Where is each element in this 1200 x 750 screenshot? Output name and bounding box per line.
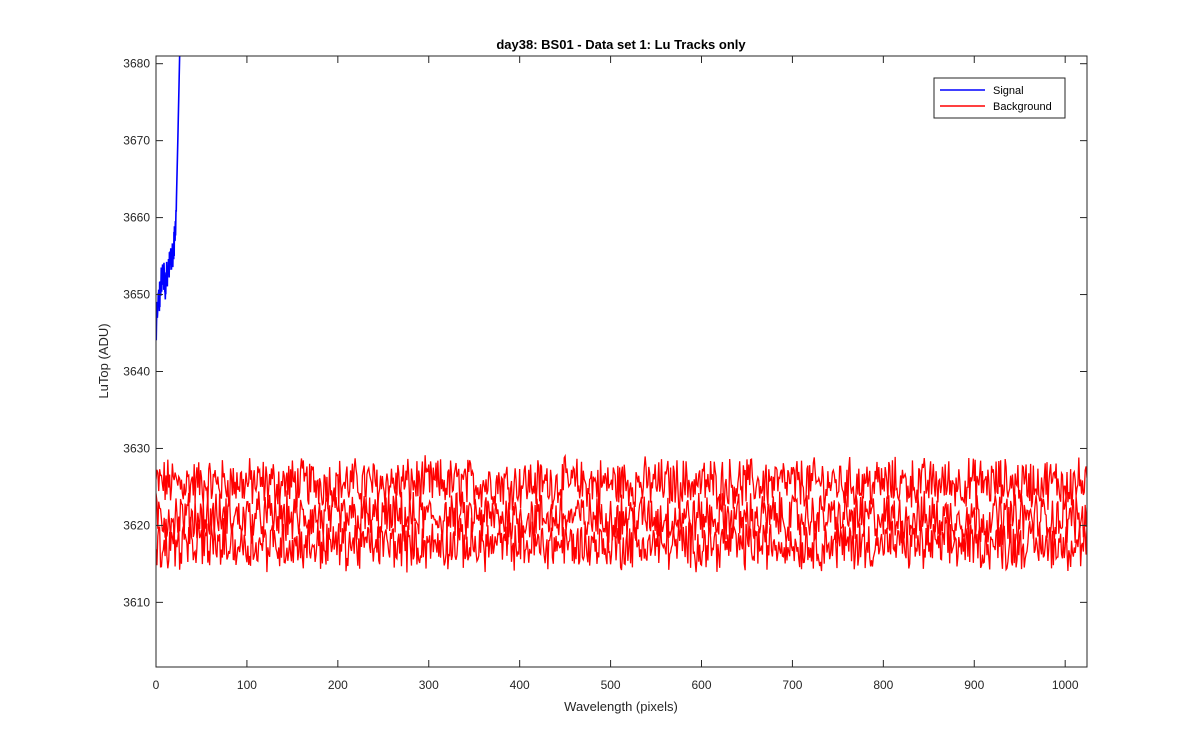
legend: Signal Background — [933, 77, 1066, 119]
legend-background-label: Background — [993, 101, 1052, 113]
x-tick-label: 500 — [601, 678, 621, 692]
background-series-line-2 — [156, 490, 1087, 546]
x-tick-label: 400 — [510, 678, 530, 692]
x-tick-label: 200 — [328, 678, 348, 692]
x-tick-label: 1000 — [1052, 678, 1079, 692]
y-tick-label: 3640 — [123, 365, 150, 379]
legend-signal-label: Signal — [993, 85, 1024, 97]
axis-ticks: 0 100 200 300 400 500 600 700 800 900 1000 3610 3620… — [123, 56, 1087, 692]
signal-series-line — [156, 56, 181, 341]
y-tick-label: 3680 — [123, 57, 150, 71]
x-tick-label: 900 — [964, 678, 984, 692]
y-tick-label: 3670 — [123, 134, 150, 148]
plot-area-frame — [155, 55, 1088, 668]
background-series-line-3 — [156, 516, 1087, 573]
y-axis-label: LuTop (ADU) — [96, 323, 111, 398]
y-tick-label: 3610 — [123, 595, 150, 609]
x-tick-label: 800 — [873, 678, 893, 692]
y-tick-label: 3650 — [123, 288, 150, 302]
legend-box — [933, 77, 1066, 119]
y-tick-label: 3660 — [123, 211, 150, 225]
x-tick-label: 0 — [153, 678, 160, 692]
y-tick-label: 3630 — [123, 441, 150, 455]
background-series-line-1 — [156, 453, 1087, 512]
x-tick-label: 600 — [691, 678, 711, 692]
x-tick-label: 700 — [782, 678, 802, 692]
x-tick-label: 100 — [237, 678, 257, 692]
x-tick-label: 300 — [419, 678, 439, 692]
plot-data — [156, 56, 1087, 573]
chart-title: day38: BS01 - Data set 1: Lu Tracks only — [496, 37, 746, 52]
y-tick-label: 3620 — [123, 518, 150, 532]
x-axis-label: Wavelength (pixels) — [564, 699, 678, 714]
